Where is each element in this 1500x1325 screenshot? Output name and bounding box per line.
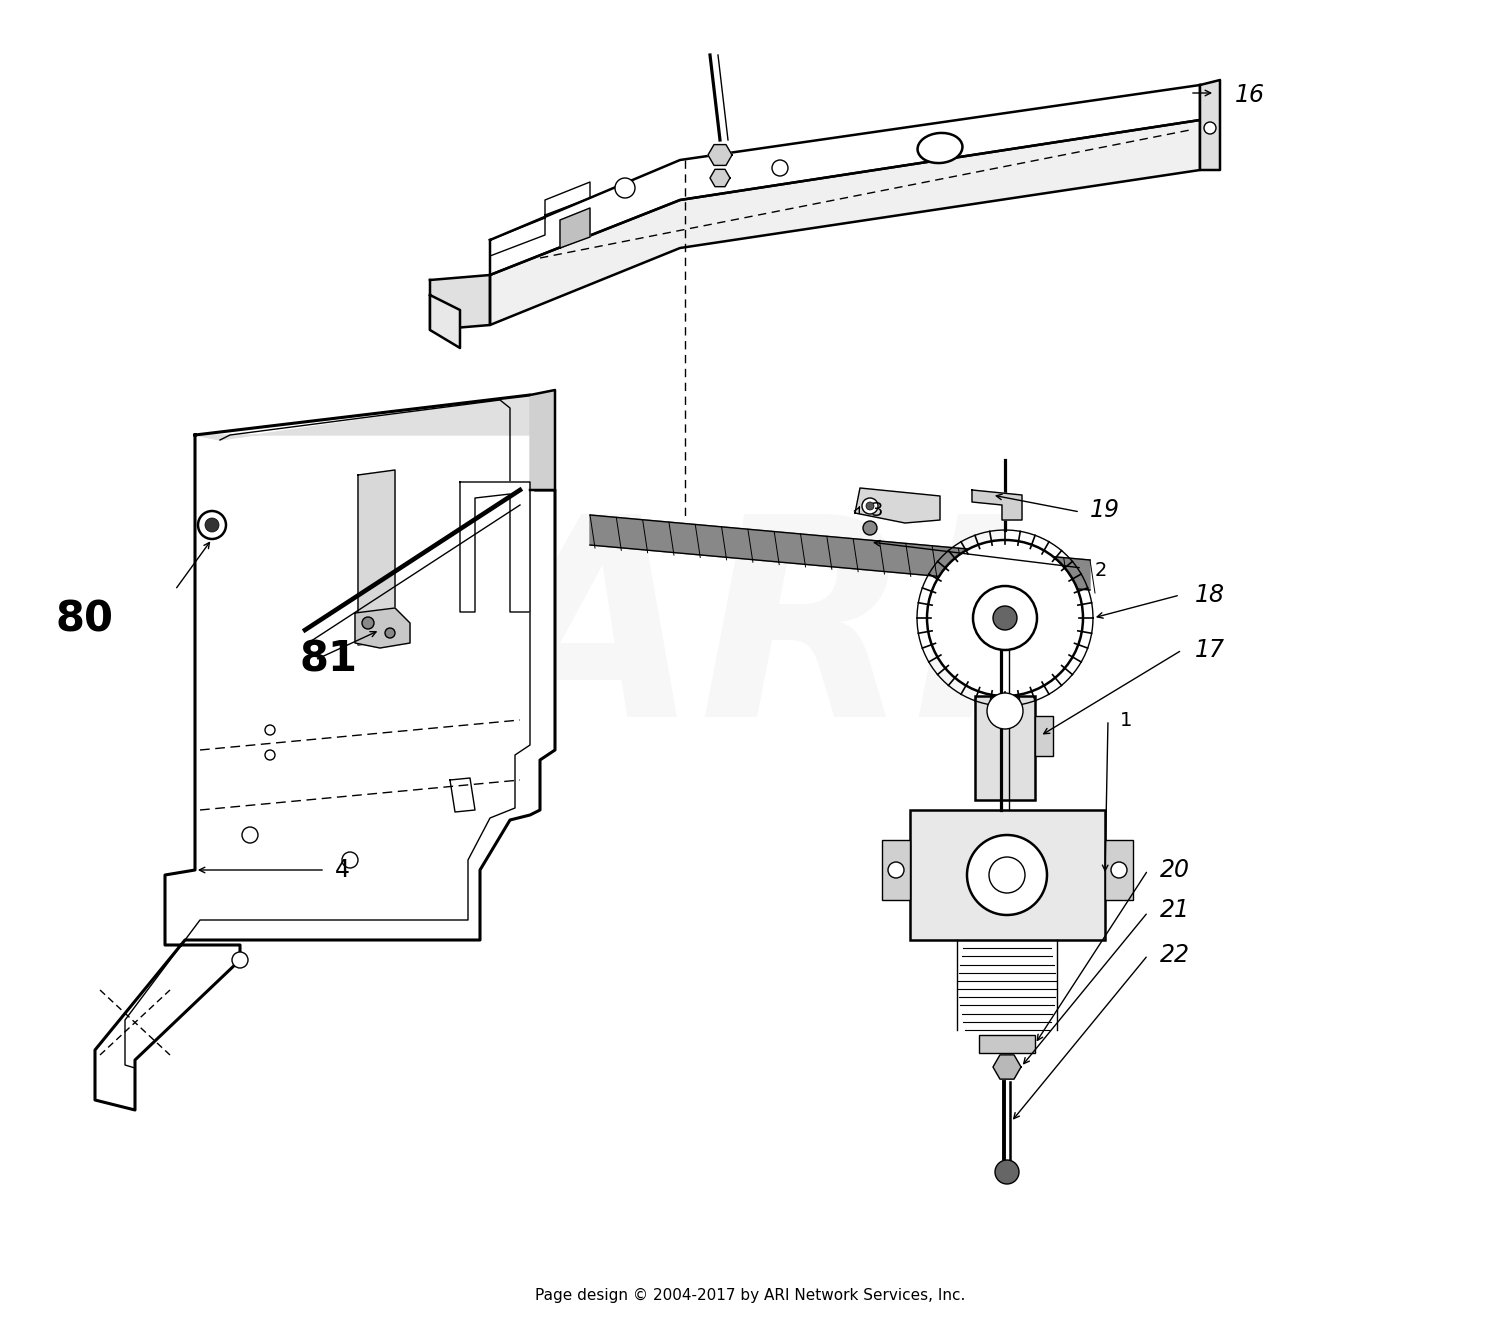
Circle shape — [974, 586, 1036, 651]
Text: 80: 80 — [56, 599, 112, 641]
Circle shape — [888, 863, 904, 878]
Circle shape — [266, 725, 274, 735]
FancyBboxPatch shape — [1106, 840, 1132, 900]
Circle shape — [362, 617, 374, 629]
Polygon shape — [590, 515, 1090, 590]
Polygon shape — [356, 608, 410, 648]
Text: 1: 1 — [1120, 710, 1132, 730]
Text: 22: 22 — [1160, 943, 1190, 967]
Circle shape — [927, 541, 1083, 696]
Text: 20: 20 — [1160, 859, 1190, 882]
Text: 17: 17 — [1196, 639, 1225, 662]
Text: ARI: ARI — [484, 505, 1016, 775]
Text: 21: 21 — [1160, 898, 1190, 922]
Circle shape — [232, 951, 248, 969]
Polygon shape — [358, 470, 394, 645]
Polygon shape — [490, 121, 1200, 325]
Polygon shape — [993, 1055, 1022, 1079]
Circle shape — [342, 852, 358, 868]
Circle shape — [386, 628, 394, 639]
Circle shape — [615, 178, 634, 197]
Text: 16: 16 — [1234, 83, 1264, 107]
Circle shape — [865, 502, 874, 510]
Text: 3: 3 — [870, 501, 882, 519]
Polygon shape — [490, 85, 1200, 276]
Circle shape — [266, 750, 274, 761]
Polygon shape — [460, 482, 530, 612]
Polygon shape — [710, 170, 730, 187]
FancyBboxPatch shape — [882, 840, 910, 900]
Circle shape — [968, 835, 1047, 916]
Polygon shape — [530, 390, 555, 490]
Polygon shape — [430, 276, 490, 330]
Circle shape — [242, 827, 258, 843]
Ellipse shape — [918, 132, 963, 163]
Polygon shape — [1200, 80, 1219, 170]
Circle shape — [1204, 122, 1216, 134]
Circle shape — [206, 518, 219, 533]
Polygon shape — [94, 395, 555, 1110]
Text: 18: 18 — [1196, 583, 1225, 607]
Circle shape — [772, 160, 788, 176]
Circle shape — [862, 521, 877, 535]
Text: 2: 2 — [1095, 560, 1107, 579]
Circle shape — [993, 606, 1017, 629]
Circle shape — [1112, 863, 1126, 878]
Text: 4: 4 — [334, 859, 350, 882]
Text: Page design © 2004-2017 by ARI Network Services, Inc.: Page design © 2004-2017 by ARI Network S… — [536, 1288, 964, 1302]
FancyBboxPatch shape — [1035, 716, 1053, 757]
Text: 81: 81 — [300, 639, 358, 681]
Polygon shape — [708, 144, 732, 166]
Polygon shape — [430, 295, 460, 348]
Circle shape — [994, 1159, 1018, 1185]
Circle shape — [862, 498, 877, 514]
FancyBboxPatch shape — [975, 696, 1035, 800]
Polygon shape — [195, 395, 530, 440]
Text: 19: 19 — [1090, 498, 1120, 522]
FancyBboxPatch shape — [910, 810, 1106, 939]
Circle shape — [987, 693, 1023, 729]
Polygon shape — [855, 488, 940, 523]
Circle shape — [988, 857, 1024, 893]
Polygon shape — [972, 490, 1022, 519]
Polygon shape — [560, 208, 590, 248]
Circle shape — [198, 511, 226, 539]
FancyBboxPatch shape — [980, 1035, 1035, 1053]
